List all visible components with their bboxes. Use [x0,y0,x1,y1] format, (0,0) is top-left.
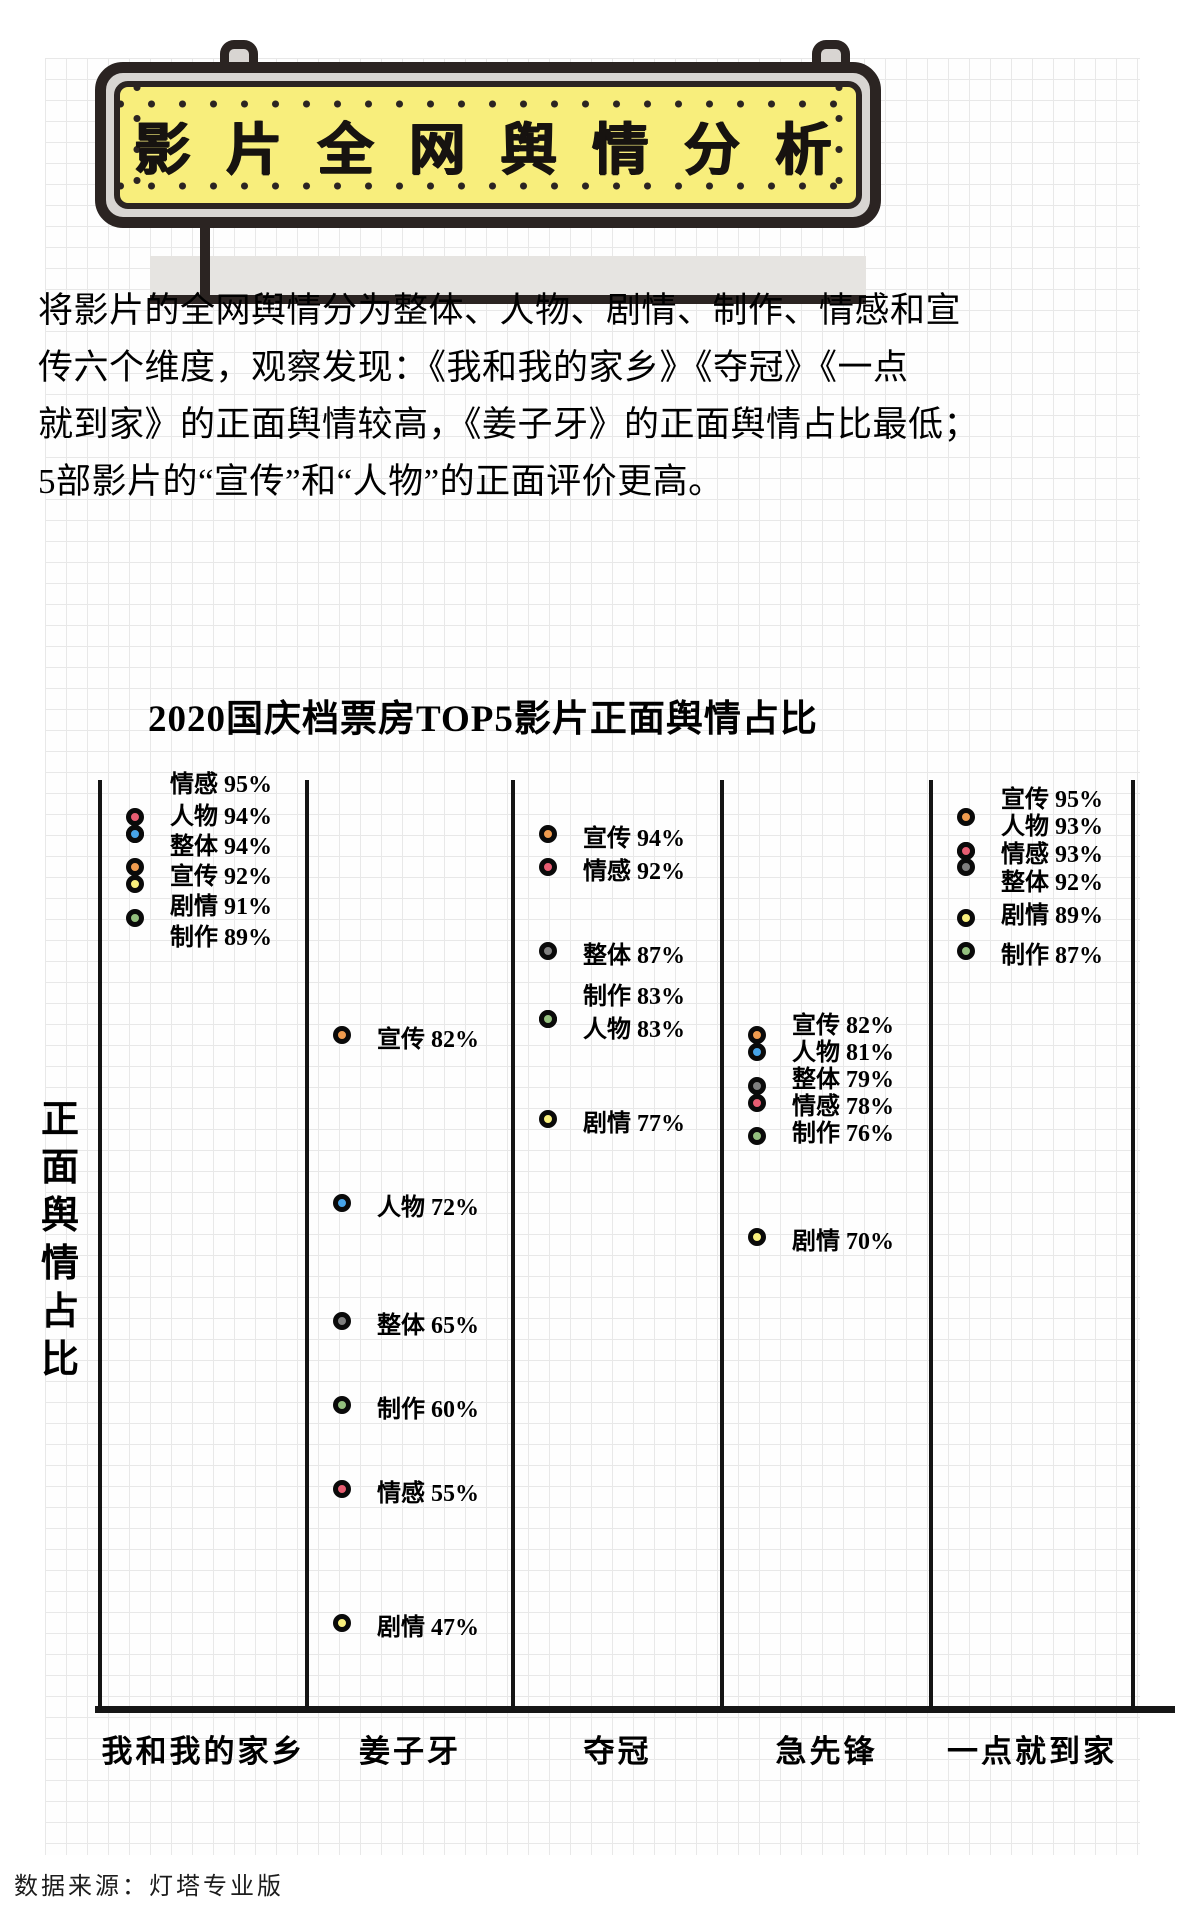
data-point [333,1480,351,1498]
data-point-label: 宣传 82% [792,1013,894,1039]
y-axis-label-char: 舆 [40,1195,79,1237]
column-line [1131,780,1135,1710]
sign-base-bar [150,256,866,304]
data-point-label: 剧情 77% [583,1111,685,1138]
data-point-label: 整体 87% [583,943,685,970]
intro-paragraph: 将影片的全网舆情分为整体、人物、剧情、制作、情感和宣 传六个维度，观察发现：《我和… [38,282,980,510]
data-point [957,942,975,961]
data-point [539,1009,557,1028]
data-point-label: 整体 94% [170,834,272,860]
y-axis-label-char: 面 [40,1147,79,1189]
data-point-label: 剧情 70% [792,1229,894,1255]
data-point [126,808,144,826]
x-axis-label: 急先锋 [775,1734,878,1769]
data-point-label: 情感 92% [583,859,685,886]
column-line [305,780,309,1710]
data-point [748,1127,766,1146]
column-line [98,780,102,1710]
x-axis-label: 我和我的家乡 [101,1734,306,1769]
data-point-label: 宣传 92% [170,864,272,890]
data-point-label: 情感 55% [377,1481,479,1507]
data-point-label: 情感 95% [170,772,272,798]
column-line [511,780,515,1710]
data-point-label: 宣传 95% [1001,787,1103,813]
data-point-label: 人物 94% [170,804,272,830]
data-point-label: 制作 76% [792,1121,894,1147]
data-source-note: 数据来源：灯塔专业版 [14,1873,284,1900]
data-point-label: 制作 87% [1001,943,1103,969]
data-point [957,808,975,826]
title-sign: 影 片 全 网 舆 情 分 析 [95,62,881,228]
data-point-label: 情感 78% [792,1094,894,1120]
x-axis-label: 姜子牙 [359,1734,461,1769]
data-point [957,841,975,860]
data-point [539,858,557,877]
x-axis-label: 夺冠 [583,1734,652,1769]
data-point-label: 人物 81% [792,1040,894,1066]
title-sign-panel: 影 片 全 网 舆 情 分 析 [114,81,862,209]
data-point-label: 制作 60% [377,1397,479,1423]
data-point [333,1312,351,1330]
data-point-label: 剧情 89% [1001,903,1103,929]
data-point [333,1614,351,1633]
data-point-label: 人物 83% [583,1017,685,1043]
data-point [126,908,144,927]
data-point-label: 剧情 91% [170,894,272,920]
intro-line: 5部影片的“宣传”和“人物”的正面评价更高。 [38,462,724,501]
data-point [333,1396,351,1414]
data-point [333,1194,351,1213]
x-axis-label: 一点就到家 [947,1734,1117,1769]
x-axis-line [95,1706,1175,1713]
data-point [748,1093,766,1112]
data-point [539,1110,557,1129]
data-point-label: 人物 93% [1001,814,1103,840]
data-point [333,1026,351,1045]
data-point [957,908,975,927]
data-point-label: 制作 89% [170,925,272,951]
data-point-label: 整体 65% [377,1313,479,1339]
intro-line: 就到家》的正面舆情较高，《姜子牙》的正面舆情占比最低； [38,405,980,444]
y-axis-label-char: 占 [40,1291,79,1333]
y-axis-label: 正面舆情占比 [34,1096,86,1384]
y-axis-label-char: 正 [40,1099,79,1141]
data-point [748,1076,766,1095]
column-line [720,780,724,1710]
data-point-label: 人物 72% [377,1195,479,1222]
data-point [748,1026,766,1045]
data-point-label: 制作 83% [583,984,685,1010]
graph-paper-background [45,58,1140,1855]
y-axis-label-char: 情 [40,1243,79,1285]
data-point [957,858,975,877]
sign-post [200,224,210,304]
data-point [539,824,557,843]
data-point-label: 整体 92% [1001,870,1103,896]
intro-line: 传六个维度，观察发现：《我和我的家乡》《夺冠》《一点 [38,348,909,387]
data-point-label: 整体 79% [792,1067,894,1093]
data-point-label: 宣传 82% [377,1027,479,1054]
chart-title: 2020国庆档票房TOP5影片正面舆情占比 [148,699,818,740]
data-point-label: 剧情 47% [377,1615,479,1642]
data-point-label: 情感 93% [1001,842,1103,868]
data-point [539,942,557,961]
data-point [126,875,144,894]
y-axis-label-char: 比 [40,1339,79,1381]
data-point [126,824,144,843]
data-point [748,1228,766,1246]
data-point-label: 宣传 94% [583,825,685,852]
column-line [929,780,933,1710]
intro-line: 将影片的全网舆情分为整体、人物、剧情、制作、情感和宣 [38,291,962,330]
page-title: 影 片 全 网 舆 情 分 析 [134,117,842,181]
data-point [126,858,144,877]
data-point [748,1043,766,1062]
